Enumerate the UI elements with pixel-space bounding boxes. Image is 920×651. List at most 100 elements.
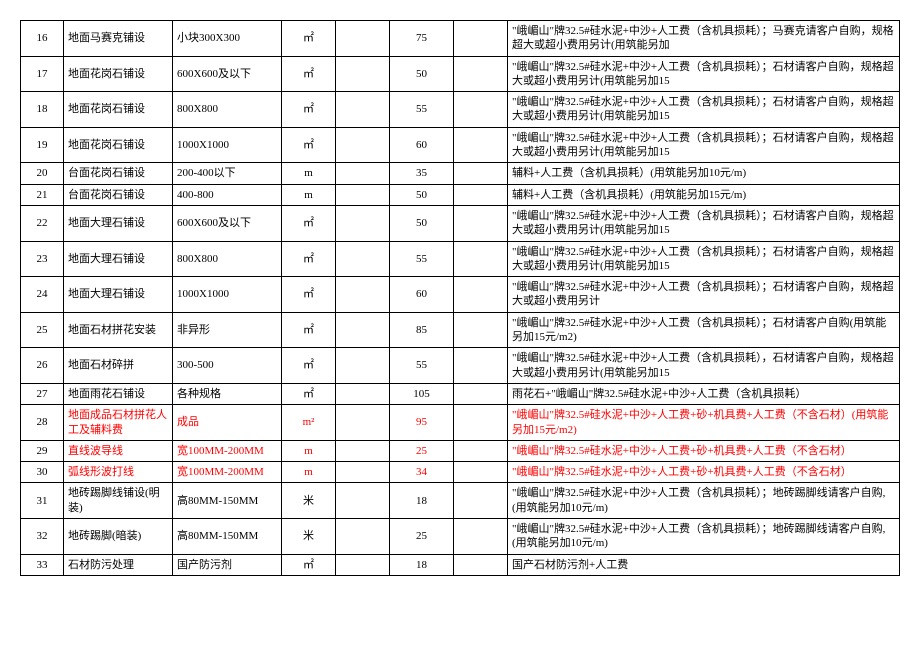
row-spec: 非异形 (173, 312, 282, 348)
row-blank2 (454, 163, 508, 184)
row-blank1 (336, 312, 390, 348)
row-price: 25 (390, 519, 454, 555)
row-no: 28 (21, 405, 64, 441)
row-name: 地面花岗石铺设 (64, 56, 173, 92)
row-blank2 (454, 127, 508, 163)
row-spec: 宽100MM-200MM (173, 440, 282, 461)
row-no: 25 (21, 312, 64, 348)
row-blank1 (336, 483, 390, 519)
row-blank2 (454, 405, 508, 441)
row-desc: "峨嵋山"牌32.5#硅水泥+中沙+人工费（含机具损耗）；石材请客户自购，规格超… (508, 241, 900, 277)
row-spec: 400-800 (173, 184, 282, 205)
table-row: 22地面大理石铺设600X600及以下㎡50"峨嵋山"牌32.5#硅水泥+中沙+… (21, 205, 900, 241)
row-blank2 (454, 348, 508, 384)
row-no: 26 (21, 348, 64, 384)
row-spec: 小块300X300 (173, 21, 282, 57)
table-row: 19地面花岗石铺设1000X1000㎡60"峨嵋山"牌32.5#硅水泥+中沙+人… (21, 127, 900, 163)
table-row: 23地面大理石铺设800X800㎡55"峨嵋山"牌32.5#硅水泥+中沙+人工费… (21, 241, 900, 277)
row-desc: 辅料+人工费（含机具损耗）(用筑能另加15元/m) (508, 184, 900, 205)
row-spec: 成品 (173, 405, 282, 441)
row-name: 直线波导线 (64, 440, 173, 461)
row-unit: ㎡ (282, 56, 336, 92)
row-name: 地面大理石铺设 (64, 277, 173, 313)
table-row: 28地面成品石材拼花人工及辅料费成品m²95"峨嵋山"牌32.5#硅水泥+中沙+… (21, 405, 900, 441)
table-row: 25地面石材拼花安装非异形㎡ 85 "峨嵋山"牌32.5#硅水泥+中沙+人工费（含机… (21, 312, 900, 348)
row-desc: "峨嵋山"牌32.5#硅水泥+中沙+人工费（含机具损耗）；地砖踢脚线请客户自购,… (508, 483, 900, 519)
row-blank2 (454, 241, 508, 277)
row-desc: "峨嵋山"牌32.5#硅水泥+中沙+人工费（含机具损耗）；石材请客户自购，规格超… (508, 92, 900, 128)
row-price: 18 (390, 554, 454, 575)
row-desc: "峨嵋山"牌32.5#硅水泥+中沙+人工费（含机具损耗）；石材请客户自购，规格超… (508, 277, 900, 313)
row-no: 21 (21, 184, 64, 205)
row-blank1 (336, 462, 390, 483)
row-blank1 (336, 405, 390, 441)
row-unit: ㎡ (282, 241, 336, 277)
row-unit: m² (282, 405, 336, 441)
table-row: 27地面雨花石铺设各种规格㎡105雨花石+"峨嵋山"牌32.5#硅水泥+中沙+人… (21, 383, 900, 404)
row-unit: m (282, 184, 336, 205)
row-price: 55 (390, 92, 454, 128)
row-no: 33 (21, 554, 64, 575)
table-row: 26地面石材碎拼300-500㎡55"峨嵋山"牌32.5#硅水泥+中沙+人工费（… (21, 348, 900, 384)
row-blank2 (454, 92, 508, 128)
row-blank2 (454, 205, 508, 241)
row-blank2 (454, 312, 508, 348)
table-row: 18地面花岗石铺设800X800㎡55"峨嵋山"牌32.5#硅水泥+中沙+人工费… (21, 92, 900, 128)
table-row: 31地砖踢脚线铺设(明装)高80MM-150MM米18"峨嵋山"牌32.5#硅水… (21, 483, 900, 519)
row-name: 地面大理石铺设 (64, 205, 173, 241)
row-blank1 (336, 348, 390, 384)
row-no: 30 (21, 462, 64, 483)
row-desc: 辅料+人工费（含机具损耗）(用筑能另加10元/m) (508, 163, 900, 184)
row-no: 32 (21, 519, 64, 555)
row-price: 95 (390, 405, 454, 441)
row-desc: "峨嵋山"牌32.5#硅水泥+中沙+人工费+砂+机具费+人工费（不含石材） (508, 462, 900, 483)
row-desc: "峨嵋山"牌32.5#硅水泥+中沙+人工费（含机具损耗），石材请客户自购，规格超… (508, 348, 900, 384)
table-row: 24地面大理石铺设1000X1000㎡60"峨嵋山"牌32.5#硅水泥+中沙+人… (21, 277, 900, 313)
row-spec: 800X800 (173, 241, 282, 277)
row-name: 地面石材拼花安装 (64, 312, 173, 348)
row-spec: 200-400以下 (173, 163, 282, 184)
row-no: 19 (21, 127, 64, 163)
row-spec: 高80MM-150MM (173, 483, 282, 519)
table-row: 33石材防污处理国产防污剂㎡18国产石材防污剂+人工费 (21, 554, 900, 575)
row-name: 地面马赛克铺设 (64, 21, 173, 57)
row-name: 石材防污处理 (64, 554, 173, 575)
row-blank2 (454, 184, 508, 205)
row-blank1 (336, 383, 390, 404)
row-blank1 (336, 21, 390, 57)
row-desc: "峨嵋山"牌32.5#硅水泥+中沙+人工费（含机具损耗）；马赛克请客户自购，规格… (508, 21, 900, 57)
row-desc: "峨嵋山"牌32.5#硅水泥+中沙+人工费+砂+机具费+人工费（不含石材）(用筑… (508, 405, 900, 441)
table-row: 16地面马赛克铺设小块300X300㎡75"峨嵋山"牌32.5#硅水泥+中沙+人… (21, 21, 900, 57)
row-spec: 1000X1000 (173, 127, 282, 163)
row-blank1 (336, 277, 390, 313)
row-spec: 高80MM-150MM (173, 519, 282, 555)
row-unit: ㎡ (282, 277, 336, 313)
row-price: 85 (390, 312, 454, 348)
row-spec: 600X600及以下 (173, 56, 282, 92)
row-price: 50 (390, 184, 454, 205)
row-name: 地面大理石铺设 (64, 241, 173, 277)
row-desc: "峨嵋山"牌32.5#硅水泥+中沙+人工费（含机具损耗）；石材请客户自购，规格超… (508, 127, 900, 163)
row-blank2 (454, 519, 508, 555)
row-desc: "峨嵋山"牌32.5#硅水泥+中沙+人工费（含机具损耗）；石材请客户自购(用筑能… (508, 312, 900, 348)
row-blank1 (336, 184, 390, 205)
row-desc: "峨嵋山"牌32.5#硅水泥+中沙+人工费（含机具损耗）；地砖踢脚线请客户自购,… (508, 519, 900, 555)
row-unit: ㎡ (282, 312, 336, 348)
row-price: 55 (390, 241, 454, 277)
row-blank1 (336, 163, 390, 184)
row-no: 31 (21, 483, 64, 519)
table-row: 32地砖踢脚(暗装)高80MM-150MM米25"峨嵋山"牌32.5#硅水泥+中… (21, 519, 900, 555)
row-no: 29 (21, 440, 64, 461)
row-price: 50 (390, 205, 454, 241)
row-price: 75 (390, 21, 454, 57)
row-spec: 1000X1000 (173, 277, 282, 313)
table-row: 17地面花岗石铺设600X600及以下㎡50"峨嵋山"牌32.5#硅水泥+中沙+… (21, 56, 900, 92)
row-desc: 雨花石+"峨嵋山"牌32.5#硅水泥+中沙+人工费（含机具损耗） (508, 383, 900, 404)
row-no: 17 (21, 56, 64, 92)
row-spec: 各种规格 (173, 383, 282, 404)
row-price: 18 (390, 483, 454, 519)
table-row: 29直线波导线宽100MM-200MMm25"峨嵋山"牌32.5#硅水泥+中沙+… (21, 440, 900, 461)
table-row: 20台面花岗石铺设200-400以下m35辅料+人工费（含机具损耗）(用筑能另加… (21, 163, 900, 184)
row-price: 50 (390, 56, 454, 92)
table-row: 30弧线形波打线宽100MM-200MMm34"峨嵋山"牌32.5#硅水泥+中沙… (21, 462, 900, 483)
